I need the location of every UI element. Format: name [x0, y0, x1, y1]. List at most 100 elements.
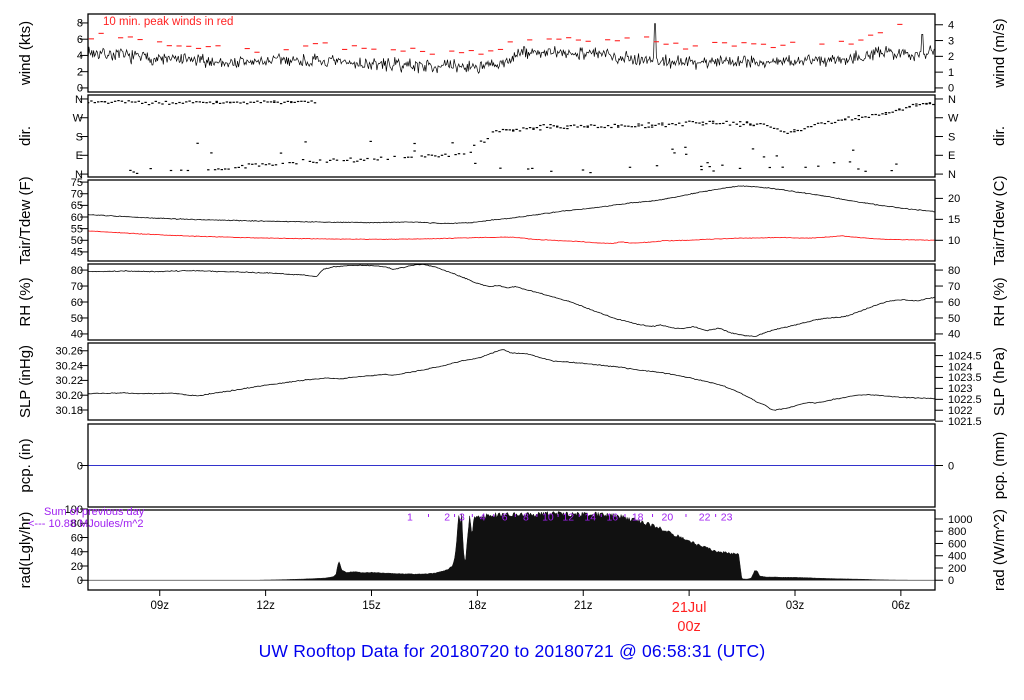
dir-mark — [279, 103, 283, 105]
ytick-label-left: 30.18 — [55, 405, 83, 417]
ytick-label-right: 10 — [948, 235, 960, 247]
dir-mark — [928, 103, 932, 105]
dir-mark — [661, 124, 664, 126]
dir-mark — [147, 104, 151, 106]
dir-mark — [772, 127, 776, 129]
dir-mark — [373, 158, 376, 160]
dir-mark — [474, 162, 477, 164]
dir-mark — [518, 130, 522, 132]
ytick-label-left: 80 — [71, 265, 83, 277]
dir-mark — [420, 155, 423, 157]
dir-mark — [610, 126, 613, 129]
dir-mark — [242, 101, 245, 103]
dir-mark — [698, 122, 701, 124]
dir-mark — [739, 121, 742, 123]
dir-mark — [457, 153, 461, 155]
ytick-label-right: 2 — [948, 51, 954, 63]
dir-mark — [620, 124, 623, 126]
dir-mark — [386, 158, 389, 160]
ytick-label-left: 2 — [77, 66, 83, 78]
ytick-label-right: 4 — [948, 20, 954, 32]
ytick-label-left: 45 — [71, 247, 83, 259]
dir-mark — [120, 100, 124, 102]
ytick-label-left: S — [76, 131, 83, 143]
dir-mark — [188, 100, 191, 102]
dir-mark — [135, 172, 139, 174]
dir-mark — [701, 121, 705, 123]
ytick-label-right: 40 — [948, 329, 960, 341]
dir-mark — [783, 131, 786, 133]
dir-mark — [556, 125, 559, 127]
ytick-label-right: 1023.5 — [948, 372, 982, 384]
dir-mark — [781, 166, 784, 168]
dir-mark — [833, 121, 837, 124]
dir-mark — [212, 103, 215, 105]
dir-mark — [647, 126, 650, 128]
dir-mark — [369, 140, 372, 142]
dir-mark — [273, 100, 276, 102]
dir-mark — [762, 123, 766, 125]
dir-mark — [861, 116, 864, 118]
ytick-label-right: 1 — [948, 67, 954, 79]
dir-mark — [732, 121, 735, 123]
dir-mark — [650, 124, 654, 126]
dir-mark — [850, 119, 854, 121]
dir-mark — [586, 126, 589, 128]
dir-mark — [157, 102, 161, 104]
dir-mark — [271, 164, 274, 166]
dir-mark — [208, 101, 212, 103]
rad-ylabel-right: rad (W/m^2) — [991, 509, 1008, 591]
dir-mark — [430, 154, 434, 156]
dir-mark — [569, 125, 572, 127]
dir-mark — [281, 162, 284, 164]
dir-mark — [308, 160, 312, 162]
dir-mark — [901, 109, 904, 111]
dir-mark — [755, 123, 759, 125]
dir-mark — [132, 171, 135, 173]
ytick-label-left: 50 — [71, 235, 83, 247]
dir-mark — [220, 169, 223, 171]
dir-mark — [573, 124, 576, 126]
ytick-label-left: 30.22 — [55, 375, 83, 387]
dir-mark — [684, 121, 688, 123]
dir-mark — [673, 152, 676, 154]
rh-relative-humidity-line — [88, 264, 935, 337]
ytick-label-left: 30.26 — [55, 346, 83, 358]
xtick-label: 06z — [892, 600, 911, 612]
dir-mark — [647, 122, 650, 124]
rad-panel-box — [87, 509, 936, 591]
dir-mark — [793, 129, 796, 131]
dir-mark — [483, 141, 486, 143]
dir-mark — [671, 123, 674, 125]
rh-series-group — [88, 264, 935, 337]
dir-mark — [269, 101, 273, 103]
dir-mark — [127, 100, 130, 102]
rh-ylabel-left: RH (%) — [17, 277, 34, 326]
dir-mark — [225, 101, 229, 103]
dir-mark — [735, 123, 738, 125]
rad-hour-label: 12 — [562, 512, 574, 524]
dir-mark — [180, 169, 183, 171]
dir-mark — [423, 156, 427, 158]
dir-mark — [137, 100, 140, 102]
dir-mark — [832, 162, 836, 164]
dir-mark — [908, 105, 911, 108]
dir-mark — [290, 101, 293, 103]
dir-mark — [376, 159, 379, 161]
dir-mark — [613, 123, 616, 125]
ytick-label-left: W — [73, 113, 84, 125]
ytick-label-right: 1022 — [948, 405, 972, 417]
ytick-label-left: 0 — [77, 83, 83, 95]
dir-mark — [528, 127, 532, 129]
dir-mark — [210, 152, 213, 154]
dir-mark — [589, 124, 593, 126]
dir-mark — [247, 163, 251, 165]
dir-mark — [630, 126, 633, 128]
dir-mark — [479, 140, 483, 142]
ytick-label-left: 6 — [77, 34, 83, 46]
dir-mark — [718, 123, 722, 125]
dir-mark — [134, 101, 137, 103]
ytick-label-right: N — [948, 94, 956, 106]
dir-mark — [820, 122, 823, 124]
